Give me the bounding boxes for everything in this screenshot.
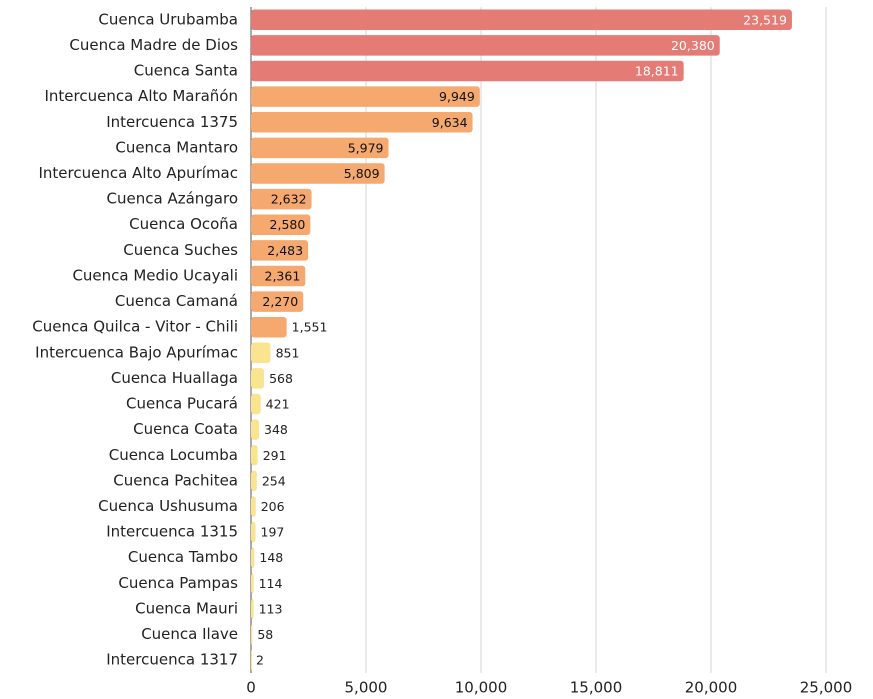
y-tick-label: Cuenca Madre de Dios — [69, 36, 238, 54]
value-label: 197 — [261, 525, 285, 540]
y-tick-label: Intercuenca Alto Marañón — [44, 87, 238, 105]
x-tick-label: 25,000 — [800, 679, 853, 697]
bar — [251, 112, 473, 133]
bar — [251, 470, 257, 492]
value-label: 5,809 — [344, 166, 380, 181]
y-tick-label: Cuenca Mantaro — [115, 138, 238, 156]
value-label: 114 — [259, 576, 283, 591]
y-tick-label: Intercuenca Bajo Apurímac — [35, 343, 238, 361]
value-label: 348 — [264, 422, 288, 437]
x-tick-label: 0 — [246, 679, 256, 697]
value-label: 2,632 — [271, 192, 307, 207]
bar — [251, 265, 306, 287]
bar — [251, 598, 254, 620]
bar — [251, 86, 480, 107]
value-label: 23,519 — [743, 12, 787, 27]
y-tick-label: Cuenca Coata — [133, 420, 238, 438]
bar — [251, 368, 265, 389]
bar — [251, 649, 252, 671]
value-label: 5,979 — [348, 140, 384, 155]
x-tick-label: 20,000 — [685, 679, 738, 697]
bar — [251, 573, 254, 594]
value-label: 2,361 — [265, 268, 301, 283]
value-label: 851 — [276, 345, 300, 360]
bar — [251, 547, 255, 568]
y-tick-label: Cuenca Azángaro — [107, 190, 238, 208]
value-label: 113 — [259, 601, 283, 616]
value-label: 568 — [269, 371, 293, 386]
value-label: 2,483 — [267, 243, 303, 258]
y-tick-label: Intercuenca 1375 — [106, 113, 238, 131]
y-tick-label: Cuenca Tambo — [128, 548, 238, 566]
y-tick-label: Cuenca Urubamba — [98, 10, 238, 28]
value-label: 2 — [256, 653, 264, 668]
y-tick-label: Cuenca Mauri — [135, 599, 238, 617]
y-tick-label: Cuenca Pucará — [126, 395, 238, 413]
bar — [251, 445, 258, 466]
value-label: 254 — [262, 473, 286, 488]
y-tick-label: Cuenca Medio Ucayali — [72, 266, 238, 284]
bar — [251, 521, 256, 543]
x-tick-label: 5,000 — [345, 679, 388, 697]
value-label: 58 — [257, 627, 273, 642]
y-tick-label: Cuenca Locumba — [109, 446, 238, 464]
y-tick-label: Cuenca Ocoña — [129, 215, 238, 233]
bar — [251, 419, 260, 440]
value-label: 9,949 — [439, 89, 475, 104]
x-tick-label: 10,000 — [455, 679, 508, 697]
bar — [251, 393, 261, 415]
value-label: 20,380 — [671, 38, 715, 53]
y-tick-label: Intercuenca 1317 — [106, 651, 238, 669]
y-tick-label: Intercuenca 1315 — [106, 523, 238, 541]
y-tick-label: Intercuenca Alto Apurímac — [38, 164, 238, 182]
bar — [251, 60, 684, 82]
bar — [251, 496, 256, 517]
value-label: 2,580 — [270, 217, 306, 232]
value-label: 18,811 — [635, 64, 679, 79]
y-tick-label: Cuenca Santa — [134, 62, 238, 80]
y-tick-label: Cuenca Pampas — [118, 574, 238, 592]
bar — [251, 342, 271, 364]
y-tick-label: Cuenca Ushusuma — [98, 497, 238, 515]
bar — [251, 188, 312, 210]
y-tick-label: Cuenca Camaná — [115, 292, 238, 310]
bar — [251, 291, 304, 312]
y-tick-label: Cuenca Pachitea — [113, 471, 238, 489]
bar — [251, 137, 389, 159]
bar — [251, 9, 792, 31]
value-label: 206 — [261, 499, 285, 514]
y-tick-label: Cuenca Huallaga — [111, 369, 238, 387]
y-tick-label: Cuenca Suches — [123, 241, 238, 259]
bar — [251, 316, 287, 338]
value-label: 291 — [263, 448, 287, 463]
bar — [251, 624, 253, 645]
value-label: 2,270 — [262, 294, 298, 309]
value-label: 1,551 — [292, 320, 328, 335]
bar — [251, 214, 311, 235]
bar — [251, 35, 720, 56]
y-tick-label: Cuenca Ilave — [141, 625, 238, 643]
value-label: 148 — [259, 550, 283, 565]
value-label: 9,634 — [432, 115, 468, 130]
bar — [251, 163, 385, 184]
bar — [251, 240, 309, 261]
x-tick-label: 15,000 — [570, 679, 623, 697]
value-label: 421 — [266, 397, 290, 412]
y-tick-label: Cuenca Quilca - Vitor - Chili — [32, 318, 238, 336]
